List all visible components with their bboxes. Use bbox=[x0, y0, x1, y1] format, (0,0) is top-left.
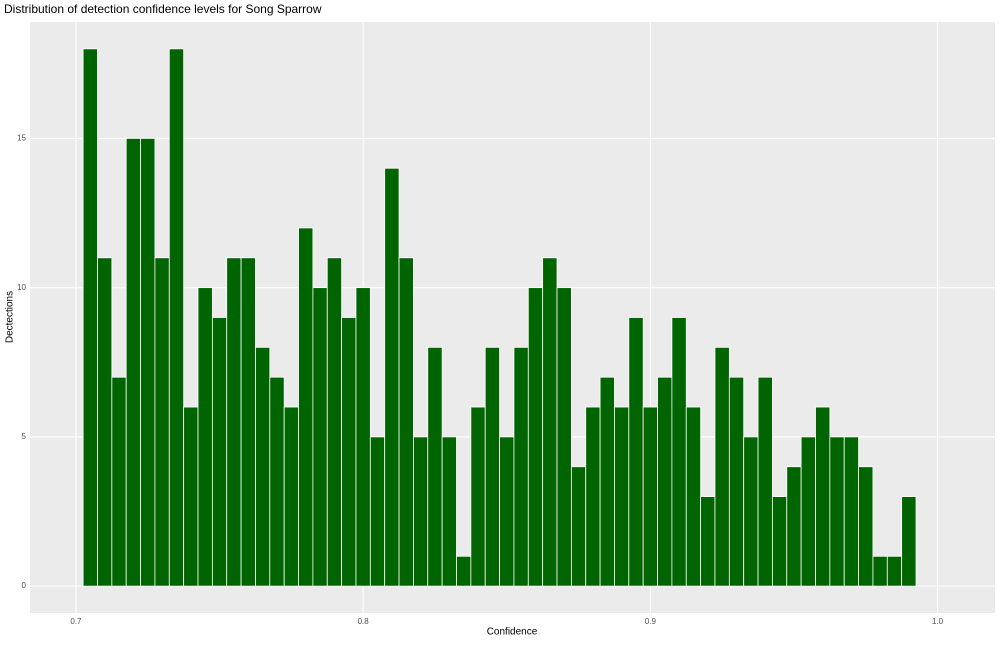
bar bbox=[527, 287, 544, 587]
bar bbox=[168, 48, 185, 587]
bar bbox=[772, 496, 788, 587]
y-tick-label: 0 bbox=[22, 581, 27, 590]
bar bbox=[542, 257, 558, 587]
bar bbox=[111, 376, 127, 587]
bar bbox=[499, 436, 515, 587]
bar bbox=[786, 466, 802, 587]
x-axis-title: Confidence bbox=[487, 627, 538, 638]
bar bbox=[326, 257, 343, 587]
bar bbox=[901, 496, 917, 587]
y-tick-label: 15 bbox=[17, 134, 26, 143]
bar bbox=[140, 138, 156, 587]
bar bbox=[556, 287, 572, 587]
x-tick-label: 0.7 bbox=[70, 617, 82, 626]
bar bbox=[255, 346, 271, 587]
bar bbox=[628, 317, 644, 587]
bar bbox=[341, 317, 357, 587]
y-axis-title: Dectections bbox=[5, 291, 16, 343]
bar bbox=[82, 48, 98, 587]
bar bbox=[657, 376, 673, 587]
bar bbox=[886, 555, 903, 587]
bar bbox=[183, 406, 199, 587]
bar bbox=[413, 436, 429, 587]
bar bbox=[743, 436, 759, 587]
bar bbox=[269, 376, 285, 587]
x-tick-label: 0.9 bbox=[645, 617, 657, 626]
x-tick-label: 0.8 bbox=[358, 617, 370, 626]
bar bbox=[829, 436, 845, 587]
bar bbox=[700, 496, 716, 587]
bar bbox=[642, 406, 658, 587]
bar bbox=[312, 287, 328, 587]
bar bbox=[671, 317, 687, 587]
bar bbox=[398, 257, 414, 587]
bar bbox=[427, 346, 443, 587]
bar bbox=[585, 406, 601, 587]
bar bbox=[714, 346, 730, 587]
bar bbox=[470, 406, 486, 587]
bar bbox=[815, 406, 831, 587]
chart-title: Distribution of detection confidence lev… bbox=[4, 2, 322, 16]
bar bbox=[97, 257, 113, 587]
bar bbox=[800, 436, 816, 587]
bar bbox=[614, 406, 630, 587]
bar bbox=[298, 227, 314, 587]
bar bbox=[872, 555, 888, 587]
x-tick-label: 1.0 bbox=[932, 617, 944, 626]
bar bbox=[197, 287, 213, 587]
bar bbox=[369, 436, 386, 587]
bar bbox=[728, 376, 745, 587]
bar bbox=[456, 555, 472, 587]
bar bbox=[484, 346, 500, 587]
bar bbox=[599, 376, 615, 587]
bar bbox=[441, 436, 457, 587]
bar bbox=[570, 466, 587, 587]
bar bbox=[355, 287, 371, 587]
y-tick-label: 5 bbox=[22, 432, 27, 441]
bar bbox=[226, 257, 242, 587]
bar bbox=[211, 317, 228, 587]
bar bbox=[125, 138, 141, 587]
bar bbox=[843, 436, 859, 587]
bar bbox=[384, 167, 400, 587]
bar bbox=[154, 257, 170, 587]
bar bbox=[685, 406, 702, 587]
bar bbox=[283, 406, 299, 587]
y-tick-label: 10 bbox=[17, 283, 26, 292]
bar bbox=[858, 466, 874, 587]
bar bbox=[757, 376, 773, 587]
bar bbox=[513, 346, 529, 587]
bar bbox=[240, 257, 256, 587]
